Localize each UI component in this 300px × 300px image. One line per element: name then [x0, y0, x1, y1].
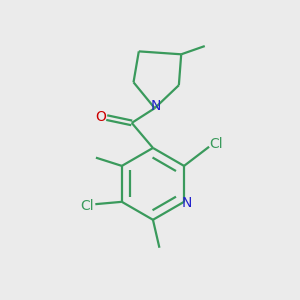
Text: O: O	[95, 110, 106, 124]
Text: Cl: Cl	[81, 199, 94, 213]
Text: Cl: Cl	[209, 137, 223, 151]
Text: N: N	[182, 196, 192, 210]
Text: N: N	[150, 99, 161, 113]
